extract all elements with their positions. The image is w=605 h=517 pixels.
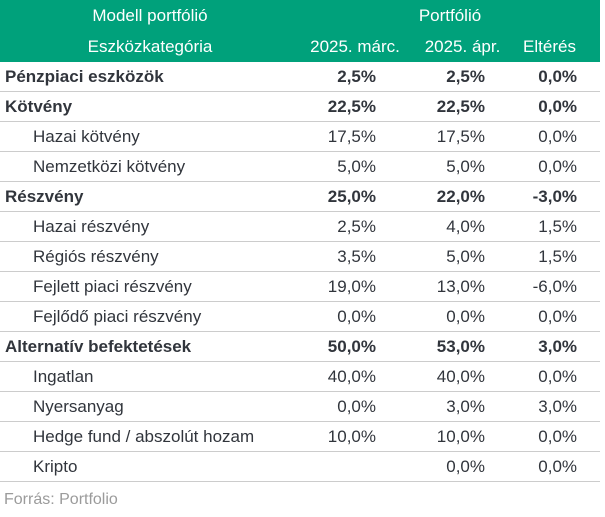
apr-value-cell: 5,0% (410, 241, 515, 272)
apr-value-cell: 3,0% (410, 391, 515, 422)
table-row: Hazai kötvény 17,5% 17,5% 0,0% (0, 121, 601, 152)
asset-category-cell: Ingatlan (0, 361, 300, 392)
marc-value-cell: 5,0% (300, 151, 410, 182)
table-row: Alternatív befektetések 50,0% 53,0% 3,0% (0, 331, 601, 362)
asset-category-cell: Fejlett piaci részvény (0, 271, 300, 302)
table-row: Fejlett piaci részvény 19,0% 13,0% -6,0% (0, 271, 601, 302)
marc-value-cell: 2,5% (300, 62, 410, 92)
header-columns-row: Eszközkategória 2025. márc. 2025. ápr. E… (0, 31, 601, 62)
marc-value-cell: 0,0% (300, 391, 410, 422)
apr-value-cell: 13,0% (410, 271, 515, 302)
table-row: Pénzpiaci eszközök 2,5% 2,5% 0,0% (0, 62, 601, 92)
marc-value-cell: 22,5% (300, 91, 410, 122)
table-row: Kripto 0,0% 0,0% (0, 451, 601, 482)
apr-value-cell: 4,0% (410, 211, 515, 242)
asset-category-cell: Részvény (0, 181, 300, 212)
table-header: Modell portfólió Portfólió Eszközkategór… (0, 0, 601, 62)
marc-value-cell: 10,0% (300, 421, 410, 452)
asset-category-cell: Hazai kötvény (0, 121, 300, 152)
table-row: Részvény 25,0% 22,0% -3,0% (0, 181, 601, 212)
table-row: Hedge fund / abszolút hozam 10,0% 10,0% 0,0… (0, 421, 601, 452)
marc-value-cell (300, 451, 410, 482)
asset-category-cell: Kötvény (0, 91, 300, 122)
marc-value-cell: 3,5% (300, 241, 410, 272)
asset-category-cell: Alternatív befektetések (0, 331, 300, 362)
table-row: Nemzetközi kötvény 5,0% 5,0% 0,0% (0, 151, 601, 182)
elteres-value-cell: 1,5% (515, 241, 601, 272)
asset-category-cell: Nemzetközi kötvény (0, 151, 300, 182)
apr-value-cell: 53,0% (410, 331, 515, 362)
apr-value-cell: 0,0% (410, 451, 515, 482)
asset-category-cell: Hedge fund / abszolút hozam (0, 421, 300, 452)
elteres-value-cell: 0,0% (515, 301, 601, 332)
apr-value-cell: 10,0% (410, 421, 515, 452)
apr-value-cell: 22,5% (410, 91, 515, 122)
table-row: Nyersanyag 0,0% 3,0% 3,0% (0, 391, 601, 422)
elteres-value-cell: 0,0% (515, 151, 601, 182)
elteres-value-cell: 1,5% (515, 211, 601, 242)
apr-value-cell: 22,0% (410, 181, 515, 212)
marc-value-cell: 2,5% (300, 211, 410, 242)
marc-value-cell: 40,0% (300, 361, 410, 392)
table-row: Régiós részvény 3,5% 5,0% 1,5% (0, 241, 601, 272)
asset-category-cell: Hazai részvény (0, 211, 300, 242)
elteres-value-cell: 0,0% (515, 361, 601, 392)
apr-value-cell: 17,5% (410, 121, 515, 152)
marc-value-cell: 50,0% (300, 331, 410, 362)
header-modell-portfolio: Modell portfólió (0, 0, 300, 31)
table-row: Ingatlan 40,0% 40,0% 0,0% (0, 361, 601, 392)
table-row: Hazai részvény 2,5% 4,0% 1,5% (0, 211, 601, 242)
elteres-value-cell: 3,0% (515, 331, 601, 362)
elteres-value-cell: -6,0% (515, 271, 601, 302)
column-header-2025-apr: 2025. ápr. (410, 31, 515, 62)
header-portfolio: Portfólió (300, 0, 601, 31)
asset-category-cell: Régiós részvény (0, 241, 300, 272)
asset-category-cell: Kripto (0, 451, 300, 482)
marc-value-cell: 0,0% (300, 301, 410, 332)
elteres-value-cell: 0,0% (515, 91, 601, 122)
column-header-elteres: Eltérés (515, 31, 601, 62)
elteres-value-cell: 0,0% (515, 451, 601, 482)
table-row: Kötvény 22,5% 22,5% 0,0% (0, 91, 601, 122)
elteres-value-cell: -3,0% (515, 181, 601, 212)
table-row: Fejlődő piaci részvény 0,0% 0,0% 0,0% (0, 301, 601, 332)
column-header-2025-marc: 2025. márc. (300, 31, 410, 62)
asset-category-cell: Nyersanyag (0, 391, 300, 422)
header-group-row: Modell portfólió Portfólió (0, 0, 601, 31)
marc-value-cell: 19,0% (300, 271, 410, 302)
asset-category-cell: Pénzpiaci eszközök (0, 62, 300, 92)
marc-value-cell: 17,5% (300, 121, 410, 152)
elteres-value-cell: 0,0% (515, 62, 601, 92)
apr-value-cell: 5,0% (410, 151, 515, 182)
apr-value-cell: 2,5% (410, 62, 515, 92)
elteres-value-cell: 0,0% (515, 121, 601, 152)
elteres-value-cell: 0,0% (515, 421, 601, 452)
asset-category-cell: Fejlődő piaci részvény (0, 301, 300, 332)
elteres-value-cell: 3,0% (515, 391, 601, 422)
apr-value-cell: 40,0% (410, 361, 515, 392)
apr-value-cell: 0,0% (410, 301, 515, 332)
marc-value-cell: 25,0% (300, 181, 410, 212)
table-body: Pénzpiaci eszközök 2,5% 2,5% 0,0% Kötvény 22,… (0, 62, 601, 482)
source-caption: Forrás: Portfolio (4, 491, 118, 508)
portfolio-table: Modell portfólió Portfólió Eszközkategór… (0, 0, 601, 482)
column-header-eszkozkategoria: Eszközkategória (0, 31, 300, 62)
